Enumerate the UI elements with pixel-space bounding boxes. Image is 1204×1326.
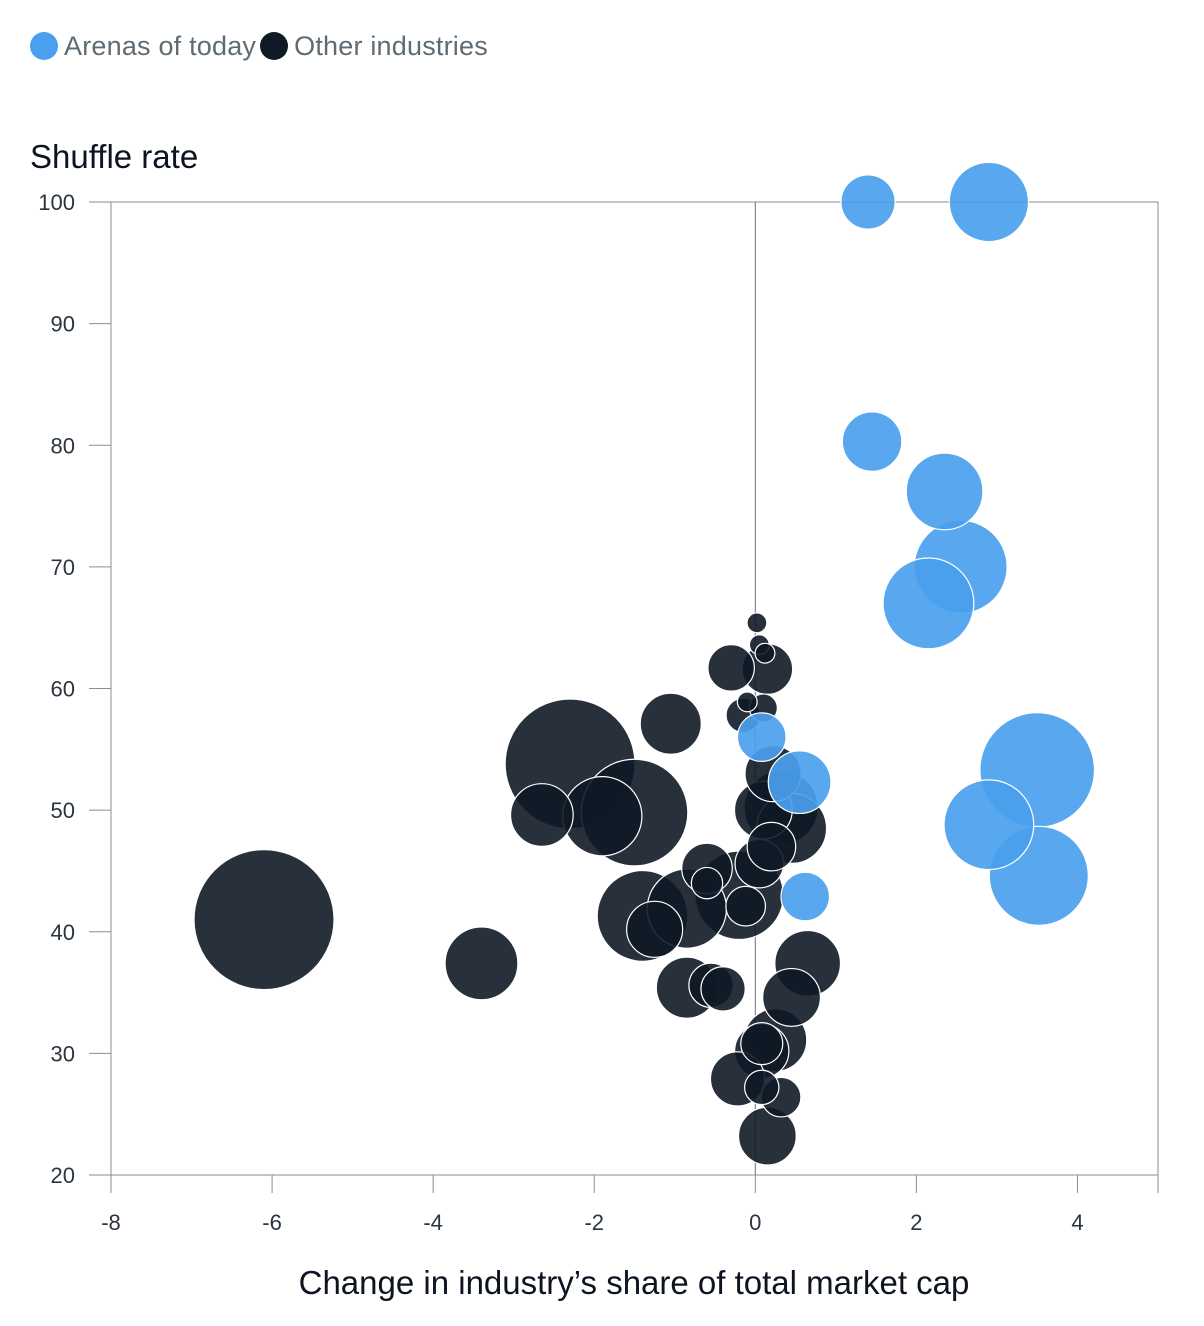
plot-frame — [110, 201, 1159, 1176]
y-tick-label: 50 — [51, 798, 75, 823]
axes: 100 90 80 70 60 50 40 30 20 -8 -6 -4 -2 0 2 4 — [38, 190, 1159, 1235]
bubble-arena — [948, 161, 1030, 243]
legend-swatch-arenas — [30, 32, 58, 60]
y-tick-label: 80 — [51, 433, 75, 458]
legend-label-other: Other industries — [294, 30, 488, 61]
y-tick-label: 60 — [51, 677, 75, 702]
bubble-other-industry — [740, 1022, 784, 1066]
x-tick-label: 2 — [910, 1210, 922, 1235]
legend-label-arenas: Arenas of today — [64, 30, 257, 61]
x-tick-label: -8 — [101, 1210, 121, 1235]
y-tick-label: 70 — [51, 555, 75, 580]
bubble-arena — [780, 871, 831, 922]
x-tick-label: 0 — [749, 1210, 761, 1235]
bubble-other-industry — [562, 776, 643, 857]
y-tick-label: 20 — [51, 1163, 75, 1188]
bubble-arena — [767, 750, 832, 815]
legend-item-other: Other industries — [260, 31, 488, 62]
bubble-other-industry — [193, 848, 335, 991]
bubble-other-industry — [626, 900, 684, 958]
bubble-other-industry — [725, 885, 767, 927]
bubble-other-industry — [509, 783, 574, 847]
bubble-other-industry — [690, 866, 724, 900]
legend: Arenas of today Other industries — [30, 26, 492, 66]
x-tick-label: 4 — [1071, 1210, 1083, 1235]
bubble-arena — [736, 712, 787, 762]
legend-swatch-other — [260, 32, 289, 60]
y-tick-label: 40 — [51, 920, 75, 945]
bubble-arena — [840, 174, 896, 230]
bubble-other-industry — [736, 691, 758, 713]
series-arenas-of-today — [736, 161, 1096, 926]
x-tick-label: -2 — [584, 1210, 604, 1235]
bubble-other-industry — [744, 1069, 780, 1106]
bubble-arena — [882, 557, 975, 650]
bubble-other-industry — [754, 642, 776, 664]
bubble-other-industry — [762, 967, 822, 1027]
bubble-other-industry — [700, 966, 746, 1012]
x-axis-title: Change in industry’s share of total mark… — [298, 1264, 970, 1301]
bubble-arena — [943, 779, 1035, 871]
y-tick-label: 90 — [51, 312, 75, 337]
bubble-other-industry — [746, 821, 797, 872]
legend-item-arenas: Arenas of today — [30, 31, 256, 62]
series-other-industries — [193, 612, 842, 1166]
bubble-other-industry — [746, 612, 768, 634]
bubble-other-industry — [639, 692, 702, 755]
y-axis-title: Shuffle rate — [30, 138, 199, 175]
x-tick-label: -4 — [423, 1210, 443, 1235]
x-tick-label: -6 — [262, 1210, 282, 1235]
bubble-other-industry — [444, 926, 519, 1001]
y-tick-label: 30 — [51, 1041, 75, 1066]
bubble-other-industry — [707, 644, 755, 692]
bubble-arena — [905, 452, 984, 531]
y-tick-label: 100 — [38, 190, 75, 215]
bubble-arena — [841, 411, 903, 472]
